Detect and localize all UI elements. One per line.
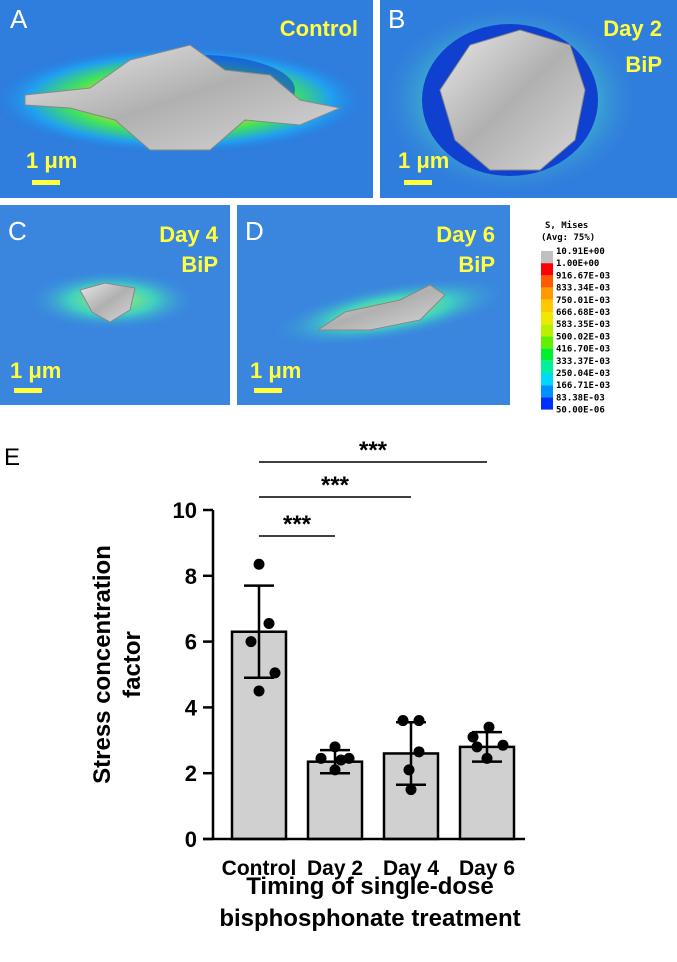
colorbar-label: 83.38E-03 [556, 393, 605, 403]
colorbar-label: 10.91E+00 [556, 247, 605, 257]
y-tick-label: 6 [185, 630, 197, 655]
panel-title: Day 6 [436, 222, 495, 247]
data-point [263, 618, 275, 630]
colorbar-swatch [541, 385, 553, 398]
data-point [335, 754, 347, 766]
panel-letter: D [245, 216, 264, 246]
x-axis-title: Timing of single-dose [246, 873, 494, 900]
panel-letter: C [8, 216, 27, 246]
y-tick-label: 2 [185, 761, 197, 786]
significance-label: *** [359, 437, 388, 464]
data-point [481, 752, 493, 764]
colorbar-label: 750.01E-03 [556, 296, 610, 306]
panel-letter: B [388, 4, 405, 34]
colorbar-label: 500.02E-03 [556, 332, 610, 342]
bar-chart: E 0 2 4 6 8 10 Control Day 2 Day 4 Day 6 *** *** *** S… [4, 437, 525, 932]
data-point [253, 685, 265, 697]
panel-label: E [4, 444, 20, 471]
scale-bar [254, 388, 282, 393]
data-point [405, 784, 417, 796]
colorbar-label: 416.70E-03 [556, 345, 610, 355]
significance-label: *** [283, 511, 312, 538]
panel-title: BiP [181, 252, 218, 277]
panel-title: Day 2 [603, 16, 662, 41]
colorbar-label: 1.00E+00 [556, 259, 599, 269]
colorbar-swatch [541, 373, 553, 386]
x-tick-label: Day 4 [383, 857, 439, 880]
colorbar-swatch [541, 324, 553, 337]
data-point [397, 715, 409, 727]
colorbar-swatch [541, 275, 553, 288]
data-point [413, 746, 425, 758]
y-tick-label: 4 [185, 695, 198, 720]
panel-b: B Day 2 BiP 1 μm [380, 0, 677, 198]
scale-bar [404, 180, 432, 185]
colorbar-label: 250.04E-03 [556, 369, 610, 379]
x-tick-label: Day 6 [459, 857, 515, 880]
data-point [413, 715, 425, 727]
colorbar-swatch [541, 299, 553, 312]
data-point [467, 731, 479, 743]
colorbar-title: (Avg: 75%) [541, 233, 595, 243]
colorbar-label: 833.34E-03 [556, 284, 610, 294]
colorbar-label: 333.37E-03 [556, 357, 610, 367]
scale-label: 1 μm [250, 358, 301, 383]
colorbar-label: 50.00E-06 [556, 406, 605, 416]
scale-bar [14, 388, 42, 393]
colorbar: S, Mises (Avg: 75%) 10.91E+00 1.00E+00 916… [541, 220, 610, 416]
colorbar-label: 583.35E-03 [556, 320, 610, 330]
colorbar-swatch [541, 348, 553, 361]
y-tick-label: 8 [185, 564, 197, 589]
colorbar-swatch [541, 336, 553, 349]
significance-label: *** [321, 472, 350, 499]
scale-label: 1 μm [10, 358, 61, 383]
panel-d: D Day 6 BiP 1 μm [237, 205, 510, 405]
panel-title: Control [280, 16, 358, 41]
panel-title: BiP [625, 52, 662, 77]
x-tick-label: Control [222, 857, 297, 880]
data-point [329, 764, 341, 776]
panel-letter: A [10, 4, 28, 34]
scale-label: 1 μm [398, 148, 449, 173]
data-point [403, 764, 415, 776]
colorbar-swatch [541, 360, 553, 373]
data-point [497, 739, 509, 751]
panel-title: Day 4 [159, 222, 218, 247]
y-axis-title: Stress concentration [89, 545, 116, 784]
colorbar-label: 166.71E-03 [556, 381, 610, 391]
data-point [245, 636, 257, 648]
y-axis-title: factor [119, 631, 146, 698]
x-axis-title: bisphosphonate treatment [219, 905, 520, 932]
colorbar-swatch [541, 251, 553, 264]
scale-bar [32, 180, 60, 185]
panel-title: BiP [458, 252, 495, 277]
data-point [269, 667, 281, 679]
colorbar-title: S, Mises [545, 220, 588, 231]
x-tick-label: Day 2 [307, 857, 363, 880]
y-tick-label: 10 [173, 498, 197, 523]
data-point [471, 741, 483, 753]
data-point [483, 721, 495, 733]
data-point [253, 558, 265, 570]
colorbar-label: 916.67E-03 [556, 271, 610, 281]
data-point [315, 752, 327, 764]
panel-a: A Control 1 μm [0, 0, 373, 198]
panel-c: C Day 4 BiP 1 μm [0, 205, 230, 405]
colorbar-swatch [541, 397, 553, 410]
y-tick-label: 0 [185, 827, 197, 852]
data-point [329, 741, 341, 753]
colorbar-swatch [541, 287, 553, 300]
colorbar-label: 666.68E-03 [556, 308, 610, 318]
error-bar [244, 584, 274, 680]
colorbar-swatch [541, 312, 553, 325]
colorbar-swatch [541, 263, 553, 276]
scale-label: 1 μm [26, 148, 77, 173]
